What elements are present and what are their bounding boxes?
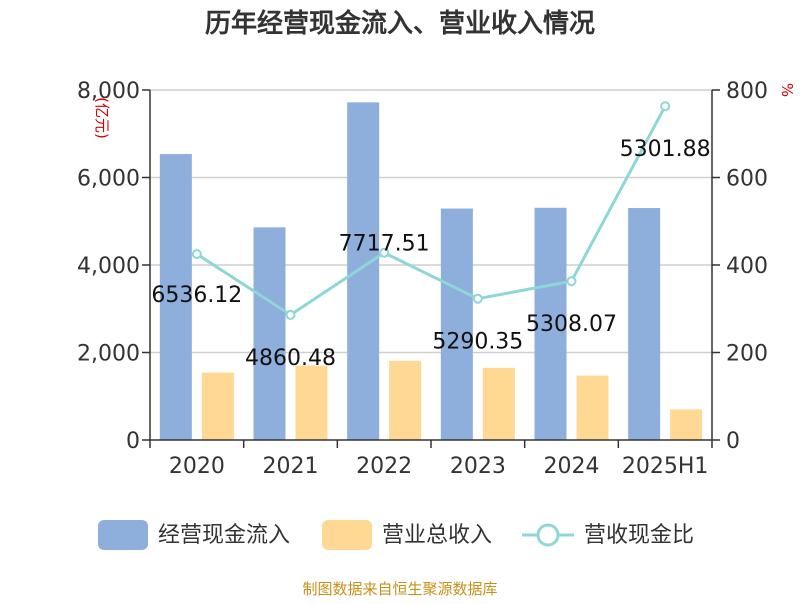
data-label-2021: 4860.48 [245,346,336,371]
x-tick-label-2021: 2021 [263,454,319,479]
data-label-2022: 7717.51 [339,231,430,256]
ratio-line-path [196,105,667,317]
bar-inflow-2022 [347,102,380,440]
y-right-tick-label-4: 800 [726,79,768,104]
y-right-tick-label-2: 400 [726,254,768,279]
ratio-point-2024 [566,276,577,287]
x-tick-label-2025H1: 2025H1 [622,454,709,479]
x-tick-label-2022: 2022 [356,454,412,479]
bar-revenue-2020 [201,372,234,440]
legend-label-inflow: 经营现金流入 [158,523,290,548]
bar-marks [159,102,703,441]
data-label-2025H1: 5301.88 [620,137,711,162]
bar-inflow-2020 [159,154,192,441]
ratio-point-2025H1 [660,101,671,112]
ratio-point-2022 [379,247,390,258]
grid-lines [150,89,712,354]
x-tick-label-2020: 2020 [169,454,225,479]
legend-label-ratio: 营收现金比 [584,523,694,548]
legend-swatch-inflow [98,520,148,550]
data-label-2020: 6536.12 [151,283,242,308]
y-left-tick-label-0: 0 [126,429,140,454]
data-label-2024: 5308.07 [526,312,617,337]
x-tick-label-2024: 2024 [544,454,600,479]
bar-revenue-2023 [482,367,515,440]
source-note: 制图数据来自恒生聚源数据库 [302,580,497,598]
y-right-tick-label-3: 600 [726,167,768,192]
legend-marker-ratio [536,523,560,547]
y-left-tick-label-3: 6,000 [77,167,140,192]
bar-revenue-2024 [576,375,609,440]
bar-inflow-2025H1 [628,208,661,440]
y-left-tick-label-1: 2,000 [77,342,140,367]
line-series [191,101,671,320]
bar-inflow-2021 [253,227,286,440]
legend-label-revenue: 营业总收入 [382,523,492,548]
axes: 0 2,000 4,000 6,000 8,000 0 200 400 600 800 2020 20… [77,79,768,479]
legend: 经营现金流入 营业总收入 营收现金比 [98,520,694,550]
legend-swatch-revenue [322,520,372,550]
bar-revenue-2022 [389,360,422,440]
y-right-tick-label-1: 200 [726,342,768,367]
data-label-2023: 5290.35 [432,330,523,355]
y-right-unit-label: % [778,83,796,97]
y-left-tick-label-2: 4,000 [77,254,140,279]
bar-revenue-2025H1 [670,409,703,440]
bar-revenue-2021 [295,365,328,440]
bar-inflow-2024 [534,207,567,440]
ratio-point-2021 [285,309,296,320]
x-tick-label-2023: 2023 [450,454,506,479]
y-left-tick-label-4: 8,000 [77,79,140,104]
ratio-point-2020 [191,249,202,260]
chart-title: 历年经营现金流入、营业收入情况 [205,8,595,39]
bar-inflow-2023 [440,208,473,440]
ratio-point-2023 [472,293,483,304]
y-right-tick-label-0: 0 [726,429,740,454]
y-left-unit-label: (亿元) [93,97,111,139]
